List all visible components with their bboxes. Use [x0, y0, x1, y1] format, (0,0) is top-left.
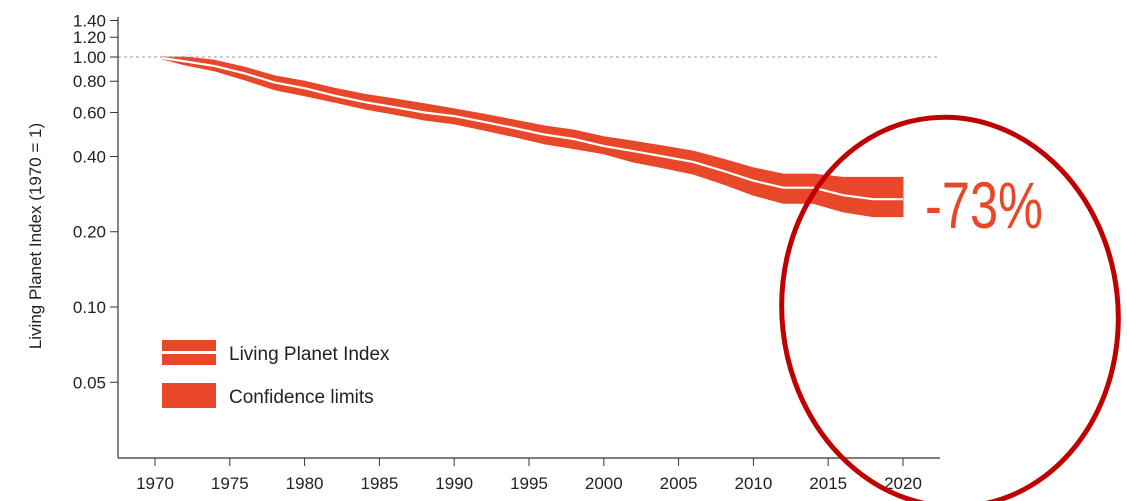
x-tick-label-1985: 1985 [360, 474, 398, 493]
x-tick-label-2000: 2000 [585, 474, 623, 493]
y-tick-label-0.05: 0.05 [73, 373, 106, 392]
legend-swatch-index-top [162, 340, 216, 351]
legend-swatch-index-bottom [162, 354, 216, 365]
y-axis-title: Living Planet Index (1970 = 1) [26, 123, 45, 349]
y-tick-label-0.60: 0.60 [73, 103, 106, 122]
confidence-band-layer [154, 55, 904, 218]
y-tick-label-0.10: 0.10 [73, 298, 106, 317]
x-tick-label-1980: 1980 [286, 474, 324, 493]
legend-label-confidence: Confidence limits [229, 387, 374, 408]
legend-swatch-confidence [162, 383, 216, 408]
decline-annotation: -73% [925, 168, 1043, 242]
x-axis-ticks: 1970 1975 1980 1985 1990 1995 2000 2005 2010 2015… [136, 458, 922, 493]
x-tick-label-1990: 1990 [435, 474, 473, 493]
legend-label-index: Living Planet Index [229, 344, 390, 365]
x-tick-label-2005: 2005 [660, 474, 698, 493]
highlight-circle [779, 114, 1121, 501]
legend: Living Planet Index Confidence limits [162, 340, 390, 408]
y-tick-label-1.40: 1.40 [73, 11, 106, 30]
y-tick-label-1.00: 1.00 [73, 48, 106, 67]
x-tick-label-2020: 2020 [884, 474, 922, 493]
y-axis-ticks: 0.05 0.10 0.20 0.40 0.60 0.80 1.001.201.40 [73, 11, 118, 392]
x-tick-label-1975: 1975 [211, 474, 249, 493]
y-tick-label-0.80: 0.80 [73, 72, 106, 91]
x-tick-label-2010: 2010 [734, 474, 772, 493]
x-tick-label-1970: 1970 [136, 474, 174, 493]
y-tick-label-0.20: 0.20 [73, 223, 106, 242]
index-line [154, 55, 903, 201]
y-tick-label-1.20: 1.20 [73, 28, 106, 47]
x-tick-label-1995: 1995 [510, 474, 548, 493]
x-tick-label-2015: 2015 [809, 474, 847, 493]
y-tick-label-0.40: 0.40 [73, 147, 106, 166]
